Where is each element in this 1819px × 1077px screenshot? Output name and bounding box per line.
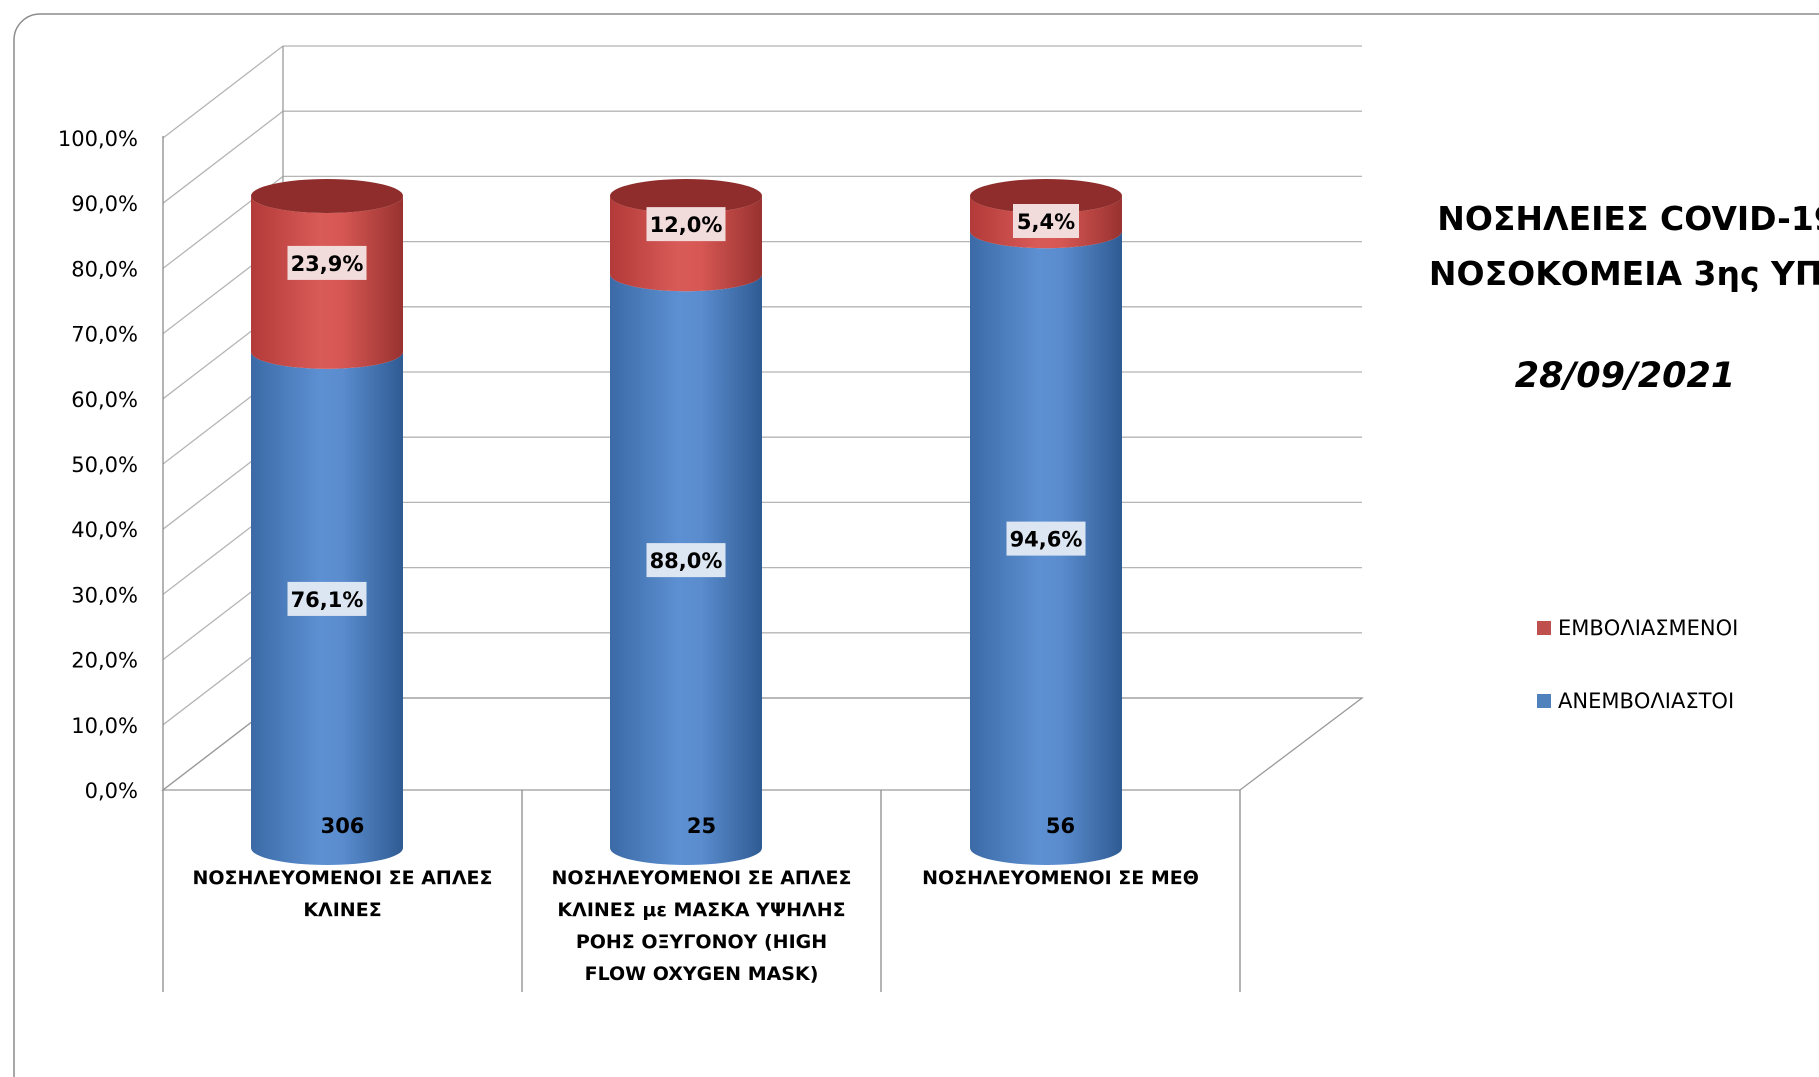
y-tick-label: 100,0% [58,127,138,151]
bar-top-cap-0 [251,179,403,213]
category-label-1: ΝΟΣΗΛΕΥΟΜΕΝΟΙ ΣΕ ΑΠΛΕΣ [552,867,852,889]
data-label-bg-2-0 [1006,521,1086,556]
data-label-2-1: 5,4% [1017,210,1075,234]
side-gridline [162,110,284,204]
legend-label-0: ΑΝΕΜΒΟΛΙΑΣΤΟΙ [1558,689,1734,713]
chart-date: 28/09/2021 [1515,356,1735,396]
category-label-0: ΚΛΙΝΕΣ [303,899,381,921]
data-label-bg-0-0 [287,581,367,616]
chart-border [13,13,1819,1077]
category-label-1: ΡΟΗΣ ΟΞΥΓΟΝΟΥ (HIGH [576,931,827,953]
y-tick-label: 80,0% [71,257,138,281]
data-label-0-0: 76,1% [291,588,364,612]
y-tick-label: 30,0% [71,583,138,607]
bar-top-cap-1 [610,179,762,213]
category-label-1: ΚΛΙΝΕΣ με ΜΑΣΚΑ ΥΨΗΛΗΣ [557,899,845,921]
legend-swatch-0 [1537,694,1551,708]
data-label-bg-1-0 [646,543,726,578]
data-label-bg-1-1 [646,207,726,242]
category-label-1: FLOW OXYGEN MASK) [585,963,819,985]
chart-title-line-1: ΝΟΣΟΚΟΜΕΙΑ 3ης ΥΠΕ [1429,254,1819,293]
data-label-0-1: 23,9% [291,252,364,276]
category-count-1: 25 [687,814,716,838]
legend-swatch-1 [1537,621,1551,635]
y-tick-label: 50,0% [71,453,138,477]
data-label-bg-0-1 [287,245,367,280]
category-count-0: 306 [321,814,365,838]
y-tick-label: 10,0% [71,714,138,738]
y-tick-label: 20,0% [71,649,138,673]
data-label-2-0: 94,6% [1010,528,1083,552]
y-tick-label: 0,0% [85,779,138,803]
chart-title-line-0: ΝΟΣΗΛΕΙΕΣ COVID-19 [1437,199,1819,238]
y-tick-label: 60,0% [71,388,138,412]
bar-0-series-1 [251,196,403,369]
data-label-1-1: 12,0% [650,213,723,237]
category-label-0: ΝΟΣΗΛΕΥΟΜΕΝΟΙ ΣΕ ΑΠΛΕΣ [193,867,493,889]
category-count-2: 56 [1046,814,1075,838]
side-gridline [162,45,284,139]
bar-top-cap-2 [970,179,1122,213]
y-tick-label: 40,0% [71,518,138,542]
category-label-2: ΝΟΣΗΛΕΥΟΜΕΝΟΙ ΣΕ ΜΕΘ [922,867,1199,889]
legend-label-1: ΕΜΒΟΛΙΑΣΜΕΝΟΙ [1558,616,1738,640]
data-label-bg-2-1 [1013,204,1079,238]
y-tick-label: 90,0% [71,192,138,216]
y-tick-label: 70,0% [71,323,138,347]
data-label-1-0: 88,0% [650,549,723,573]
